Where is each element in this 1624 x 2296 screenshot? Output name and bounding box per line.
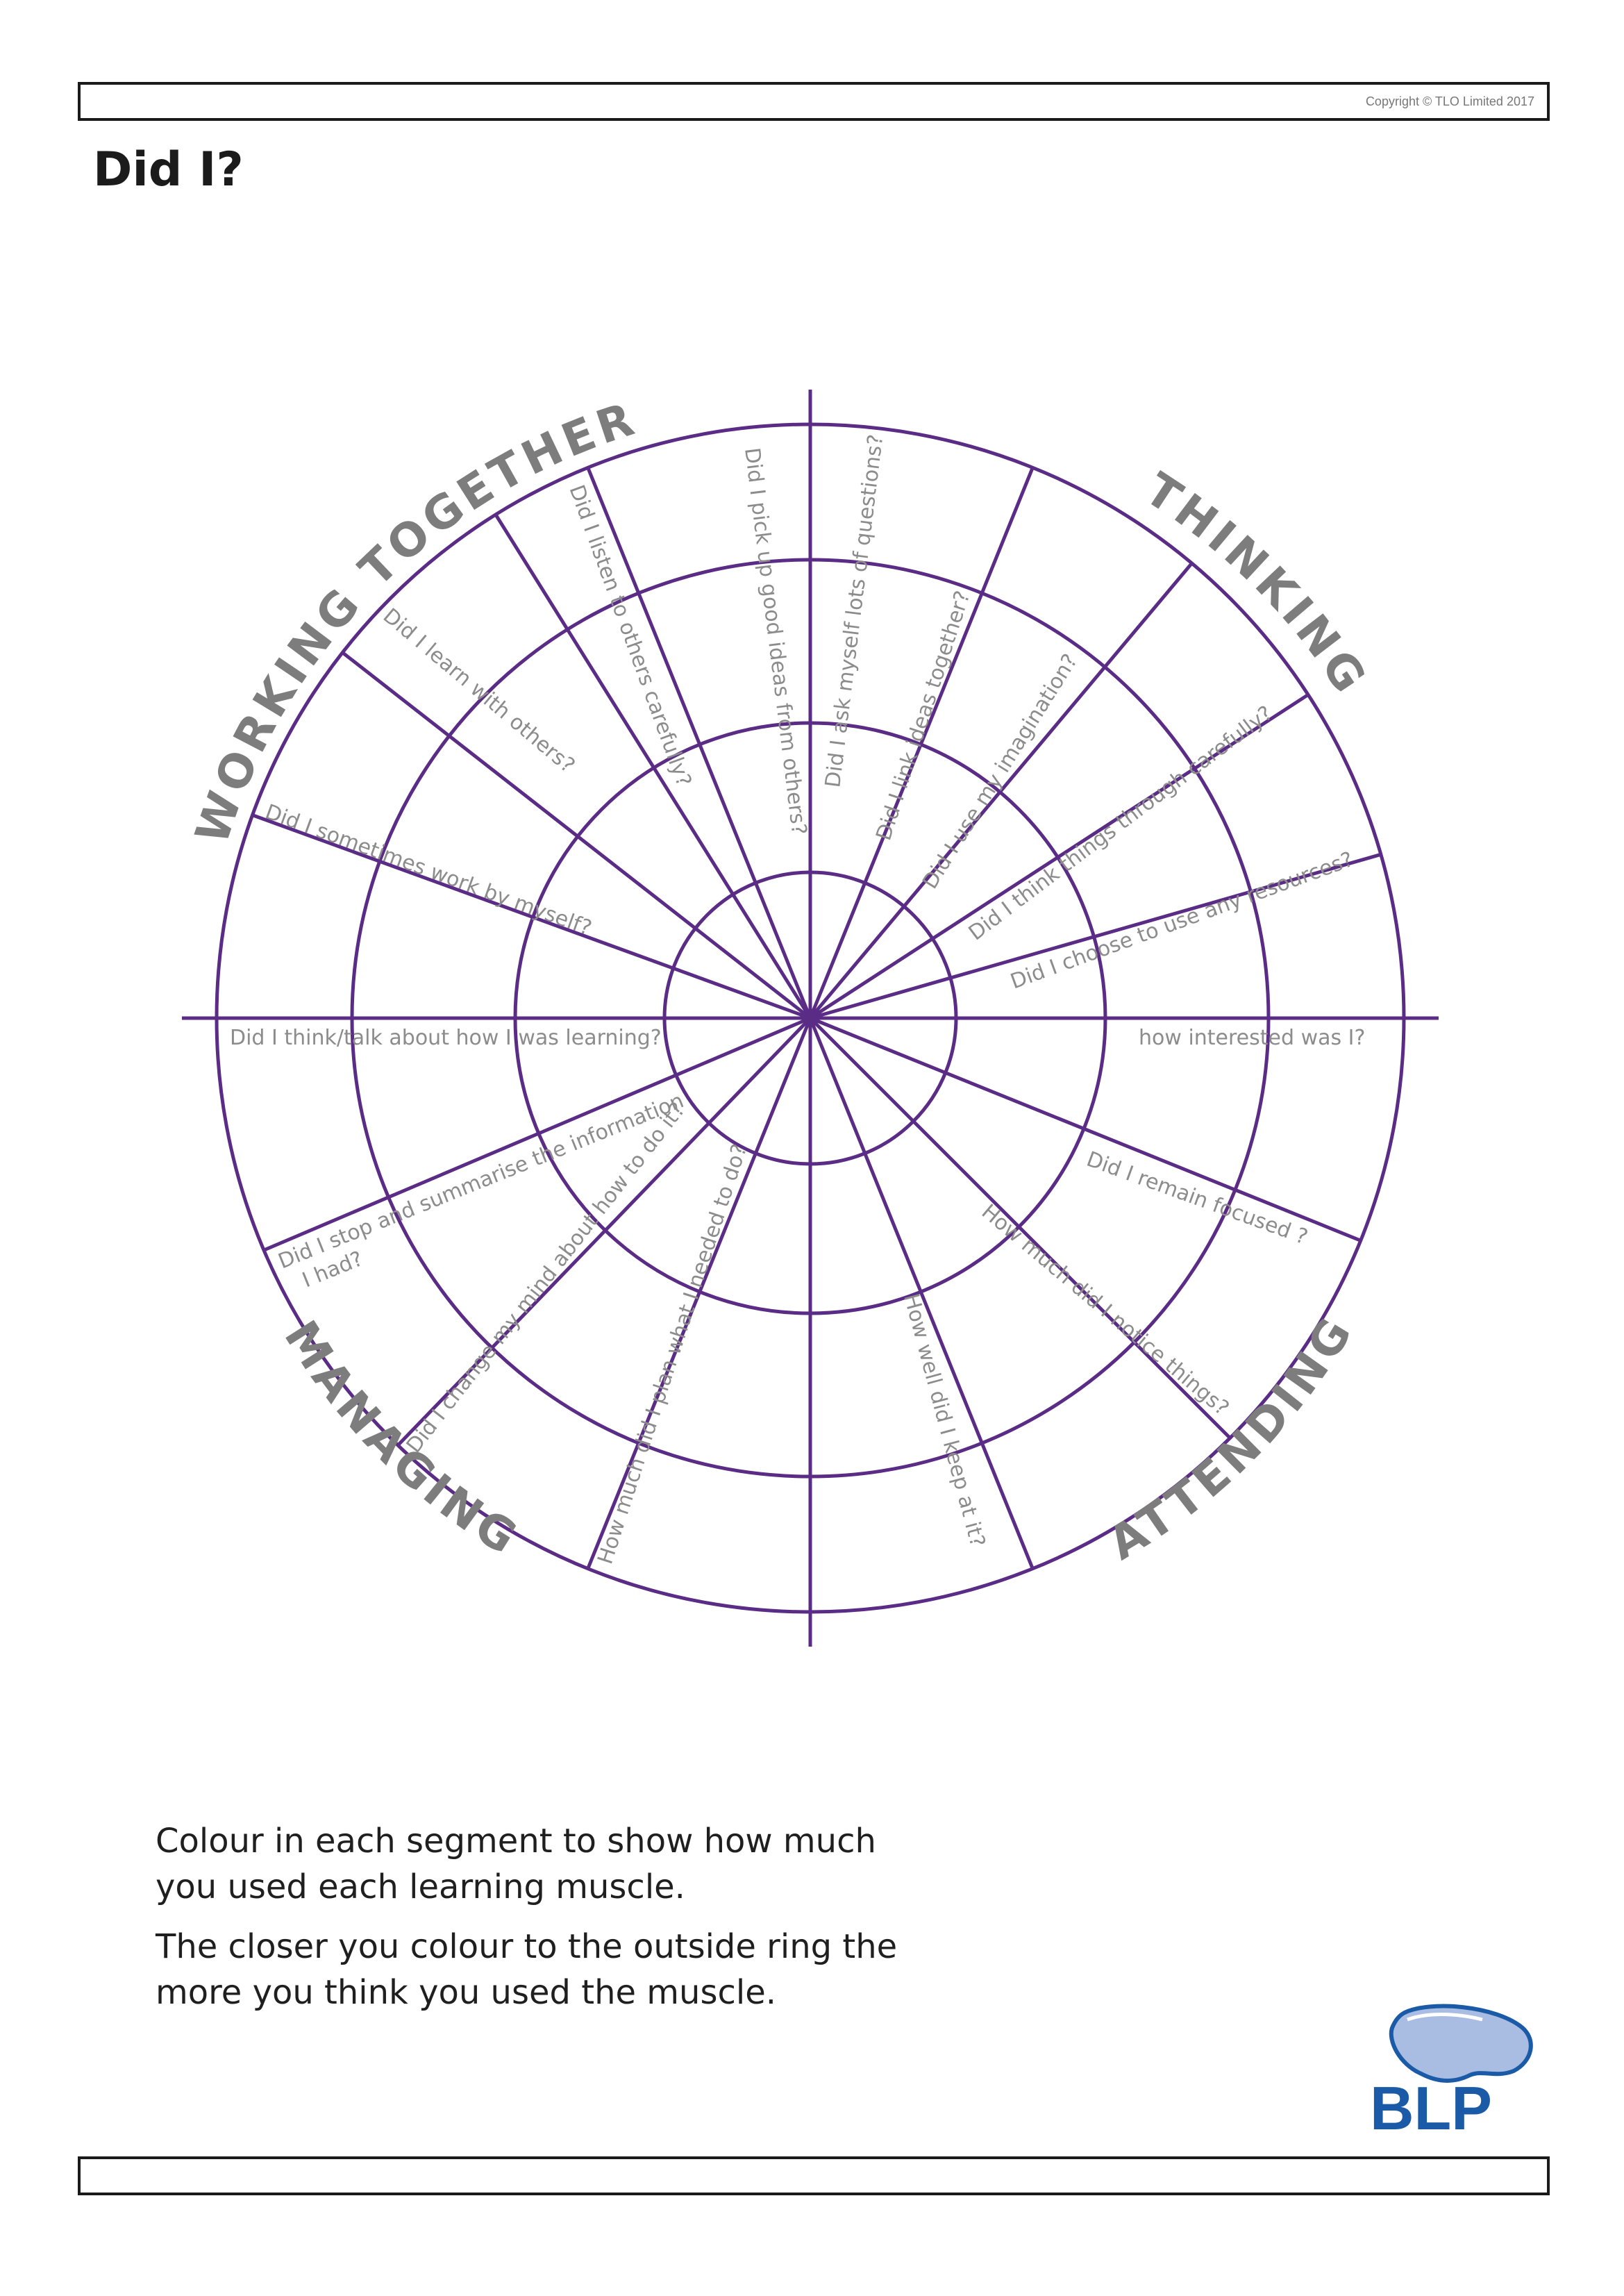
learning-muscle-wheel: WORKING TOGETHER THINKING MANAGING ATTEN… (182, 390, 1439, 1647)
wheel-grid (182, 390, 1439, 1647)
blp-logo: BLP (1370, 2004, 1533, 2139)
wheel-spoke-3 (809, 562, 1194, 1020)
question-listen-carefully: Did I listen to others carefully? (564, 482, 696, 790)
wheel-spoke-8 (809, 1017, 1232, 1440)
blp-logo-text: BLP (1370, 2074, 1492, 2139)
page-title: Did I? (93, 142, 244, 197)
wheel-spoke-17 (494, 513, 812, 1020)
instructions: Colour in each segment to show how much … (156, 1818, 919, 2029)
question-stop-and-summarise: Did I stop and summarise the information… (275, 1086, 703, 1299)
question-link-ideas: Did I link ideas together? (871, 588, 975, 844)
bottom-border-bar (78, 2156, 1550, 2195)
question-think-talk-learning: Did I think/talk about how I was learnin… (230, 1026, 662, 1050)
instruction-colour-segments: Colour in each segment to show how much … (156, 1822, 876, 1906)
cap-icon (1389, 2004, 1533, 2083)
wheel-spoke-11 (586, 1017, 812, 1570)
wheel-spoke-2 (808, 467, 1035, 1019)
question-learn-with-others: Did I learn with others? (378, 604, 580, 778)
wheel-spoke-15 (251, 813, 811, 1020)
wheel-spoke-9 (808, 1017, 1035, 1570)
copyright-notice: Copyright © TLO Limited 2017 (1365, 94, 1534, 108)
wheel-spoke-12 (396, 1017, 812, 1447)
question-how-interested: how interested was I? (1139, 1026, 1365, 1050)
wheel-spoke-5 (810, 852, 1382, 1020)
wheel-spoke-4 (809, 693, 1309, 1020)
top-border-bar: Copyright © TLO Limited 2017 (78, 82, 1550, 121)
category-label-thinking: THINKING (1136, 463, 1378, 705)
wheel-spoke-7 (810, 1016, 1362, 1242)
wheel-spoke-18 (586, 467, 812, 1019)
question-ask-questions: Did I ask myself lots of questions? (821, 433, 888, 789)
wheel-spoke-13 (263, 1016, 811, 1252)
wheel-spoke-16 (341, 651, 812, 1020)
instruction-outside-ring: The closer you colour to the outside rin… (156, 1927, 898, 2012)
question-notice-things: How much did I notice things? (977, 1199, 1234, 1420)
question-pick-up-ideas: Did I pick up good ideas from others? (739, 447, 811, 836)
question-work-by-myself: Did I sometimes work by myself? (262, 800, 594, 941)
question-remain-focused: Did I remain focused ? (1083, 1147, 1311, 1250)
question-keep-at-it: How well did I keep at it? (898, 1291, 989, 1549)
